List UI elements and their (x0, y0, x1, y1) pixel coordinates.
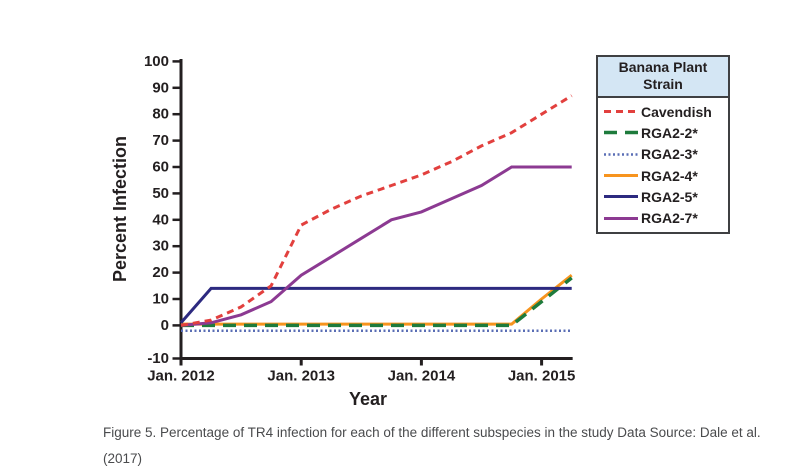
figure-caption-line2: (2017) (103, 451, 143, 466)
legend-item-rga2-5: RGA2-5* (603, 189, 728, 205)
legend-item-label: RGA2-7* (641, 210, 698, 227)
legend-item-label: RGA2-4* (641, 167, 698, 184)
legend-item-cavendish: Cavendish (603, 104, 728, 120)
series-line-cavendish (180, 94, 573, 327)
y-tick-label: 100 (144, 53, 169, 70)
legend-line-sample-rga2-5 (604, 195, 638, 199)
legend-item-label: RGA2-5* (641, 188, 698, 205)
y-axis-title: Percent Infection (110, 136, 130, 282)
legend-item-label: RGA2-3* (641, 146, 698, 163)
y-tick-label: -10 (147, 350, 169, 367)
legend-item-rga2-3: RGA2-3* (603, 146, 728, 162)
y-tick-label: 70 (152, 132, 169, 149)
figure-caption-line1: Figure 5. Percentage of TR4 infection fo… (103, 425, 761, 440)
y-tick-label: 20 (152, 264, 169, 281)
y-tick-label: 50 (152, 185, 169, 202)
x-tick-label: Jan. 2014 (388, 368, 456, 385)
x-tick-label: Jan. 2015 (508, 368, 576, 385)
y-tick-label: 80 (152, 106, 169, 123)
x-tick-label: Jan. 2012 (147, 368, 215, 385)
legend-title-line1: Banana Plant (618, 59, 708, 75)
series-line-rga2-7 (180, 165, 572, 327)
y-tick-label: 90 (152, 79, 169, 96)
legend: Banana Plant Strain Cavendish RGA2-2* RGA2… (596, 55, 730, 234)
figure-caption: Figure 5. Percentage of TR4 infection fo… (103, 420, 793, 472)
legend-item-label: RGA2-2* (641, 124, 698, 141)
x-tick-label: Jan. 2013 (267, 368, 335, 385)
legend-line-sample-cavendish (604, 110, 638, 114)
series-line-rga2-4 (181, 274, 573, 326)
legend-line-sample-rga2-3 (604, 153, 638, 156)
legend-line-sample-rga2-7 (604, 216, 638, 220)
y-tick-label: 30 (152, 238, 169, 255)
legend-title: Banana Plant Strain (598, 57, 728, 98)
legend-line-sample-rga2-2 (604, 131, 638, 135)
x-axis-title: Year (349, 389, 387, 409)
y-tick-label: 60 (152, 159, 169, 176)
legend-item-rga2-2: RGA2-2* (603, 125, 728, 141)
legend-line-sample-rga2-4 (604, 174, 638, 178)
y-tick-label: 10 (152, 291, 169, 308)
series-line-rga2-2 (181, 276, 573, 328)
legend-item-rga2-7: RGA2-7* (603, 210, 728, 226)
y-tick-label: 40 (152, 211, 169, 228)
legend-item-rga2-4: RGA2-4* (603, 168, 728, 184)
legend-item-label: Cavendish (641, 103, 712, 120)
series-line-rga2-5 (179, 286, 572, 324)
legend-item-list: Cavendish RGA2-2* RGA2-3* RGA2-4* RGA2-5* RGA… (598, 98, 728, 232)
legend-title-line2: Strain (643, 76, 683, 92)
y-tick-label: 0 (161, 317, 169, 334)
